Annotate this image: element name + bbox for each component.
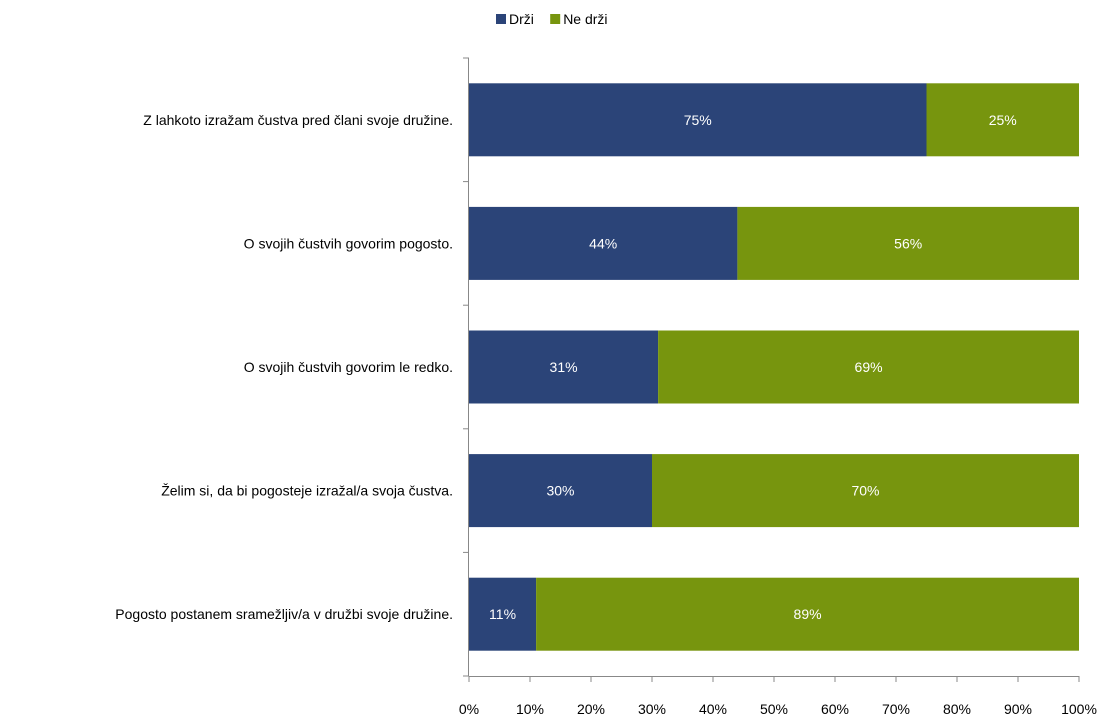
y-axis: Z lahkoto izražam čustva pred člani svoj… (115, 57, 469, 677)
legend-swatch (496, 14, 506, 24)
x-tick-label: 90% (1004, 701, 1032, 716)
data-label: 11% (489, 606, 516, 622)
x-tick-label: 20% (577, 701, 605, 716)
x-tick-label: 50% (760, 701, 788, 716)
bar-segment (926, 83, 1079, 157)
x-tick-label: 30% (638, 701, 666, 716)
legend-label: Ne drži (563, 11, 607, 27)
category-label: O svojih čustvih govorim le redko. (244, 359, 453, 375)
data-label: 89% (794, 606, 822, 622)
bar-segment (536, 577, 1079, 651)
bar-segment (652, 454, 1079, 528)
x-tick-label: 60% (821, 701, 849, 716)
bar-segment (658, 330, 1079, 404)
x-tick-label: 80% (943, 701, 971, 716)
bar-segment (469, 83, 927, 157)
data-label: 69% (855, 359, 883, 375)
bar-segment (469, 206, 738, 280)
data-label: 31% (550, 359, 578, 375)
data-label: 56% (894, 235, 922, 251)
category-label: Želim si, da bi pogosteje izražal/a svoj… (161, 483, 453, 499)
bar-segment (469, 454, 652, 528)
bar-segment (469, 577, 537, 651)
bar-segment (469, 330, 659, 404)
data-label: 30% (546, 483, 574, 499)
data-label: 25% (989, 112, 1017, 128)
x-tick-label: 0% (459, 701, 479, 716)
bars: 75% 25% 44% 56% 31% 69% 30% 70% 11% 89% (469, 83, 1079, 651)
data-label: 70% (851, 483, 879, 499)
data-label: 75% (684, 112, 712, 128)
x-tick-label: 10% (516, 701, 544, 716)
category-label: Z lahkoto izražam čustva pred člani svoj… (143, 112, 453, 128)
legend: Drži Ne drži (496, 11, 608, 27)
bar-segment (737, 206, 1079, 280)
x-axis: 0% 10% 20% 30% 40% 50% 60% 70% 80% 90% 100% (459, 676, 1097, 717)
x-tick-label: 40% (699, 701, 727, 716)
category-label: O svojih čustvih govorim pogosto. (244, 235, 453, 251)
x-tick-label: 70% (882, 701, 910, 716)
x-tick-label: 100% (1061, 701, 1097, 716)
data-label: 44% (589, 235, 617, 251)
legend-label: Drži (509, 11, 534, 27)
legend-swatch (550, 14, 561, 24)
category-label: Pogosto postanem sramežljiv/a v družbi s… (115, 606, 453, 622)
